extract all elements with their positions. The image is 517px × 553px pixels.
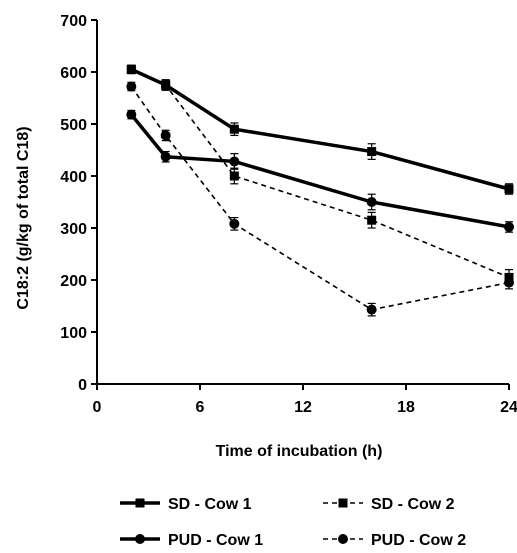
data-point xyxy=(229,156,240,167)
tick-marks xyxy=(91,19,510,390)
legend-label: SD - Cow 2 xyxy=(371,496,455,513)
data-point xyxy=(161,80,171,90)
y-tick-label: 0 xyxy=(78,377,87,394)
x-tick-label: 18 xyxy=(397,399,415,416)
legend-label: PUD - Cow 2 xyxy=(371,532,466,549)
y-tick-label: 500 xyxy=(60,117,87,134)
series-1 xyxy=(126,64,514,195)
y-tick-label: 600 xyxy=(60,65,87,82)
data-point xyxy=(367,147,377,157)
legend-swatch-marker xyxy=(135,498,145,508)
x-tick-label: 0 xyxy=(93,399,102,416)
plot-area xyxy=(126,64,514,317)
legend-item: PUD - Cow 1 xyxy=(120,532,263,549)
data-point xyxy=(504,221,514,232)
data-point xyxy=(160,130,171,141)
series-3 xyxy=(126,109,514,233)
y-tick-label: 300 xyxy=(60,221,87,238)
legend-swatch-marker xyxy=(338,534,348,544)
data-point xyxy=(229,124,239,134)
y-tick-label: 400 xyxy=(60,169,87,186)
data-point xyxy=(366,197,377,207)
data-point xyxy=(366,304,377,315)
axes xyxy=(96,20,509,385)
data-point xyxy=(229,171,239,181)
data-point xyxy=(126,109,137,120)
data-point xyxy=(160,151,171,162)
legend-item: SD - Cow 2 xyxy=(323,496,455,513)
x-tick-label: 6 xyxy=(196,399,205,416)
y-tick-label: 100 xyxy=(60,325,87,342)
y-tick-label: 200 xyxy=(60,273,87,290)
legend-swatch-marker xyxy=(338,498,348,508)
series-4 xyxy=(126,81,514,317)
x-axis-title: Time of incubation (h) xyxy=(216,443,383,460)
y-tick-label: 700 xyxy=(60,13,87,30)
series-line xyxy=(131,68,510,279)
x-tick-label: 12 xyxy=(294,399,312,416)
y-axis-title: C18:2 (g/kg of total C18) xyxy=(15,126,32,309)
data-point xyxy=(367,215,377,225)
data-point xyxy=(504,184,514,194)
series-line xyxy=(130,86,510,311)
legend-item: SD - Cow 1 xyxy=(120,496,252,513)
legend-item: PUD - Cow 2 xyxy=(323,532,466,549)
series-line xyxy=(129,113,510,229)
legend-swatch-marker xyxy=(135,534,145,544)
data-point xyxy=(504,277,514,288)
legend: SD - Cow 1 SD - Cow 2 PUD - Cow 1 PUD - Cow… xyxy=(120,496,466,549)
data-point xyxy=(126,64,136,74)
legend-label: PUD - Cow 1 xyxy=(168,532,263,549)
legend-label: SD - Cow 1 xyxy=(168,496,252,513)
x-tick-label: 24 xyxy=(500,399,517,416)
tick-labels: 0 100 200 300 400 500 600 700 0 6 12 18 24 xyxy=(60,13,517,416)
data-point xyxy=(229,218,240,229)
data-point xyxy=(126,81,137,92)
series-line xyxy=(130,67,510,191)
